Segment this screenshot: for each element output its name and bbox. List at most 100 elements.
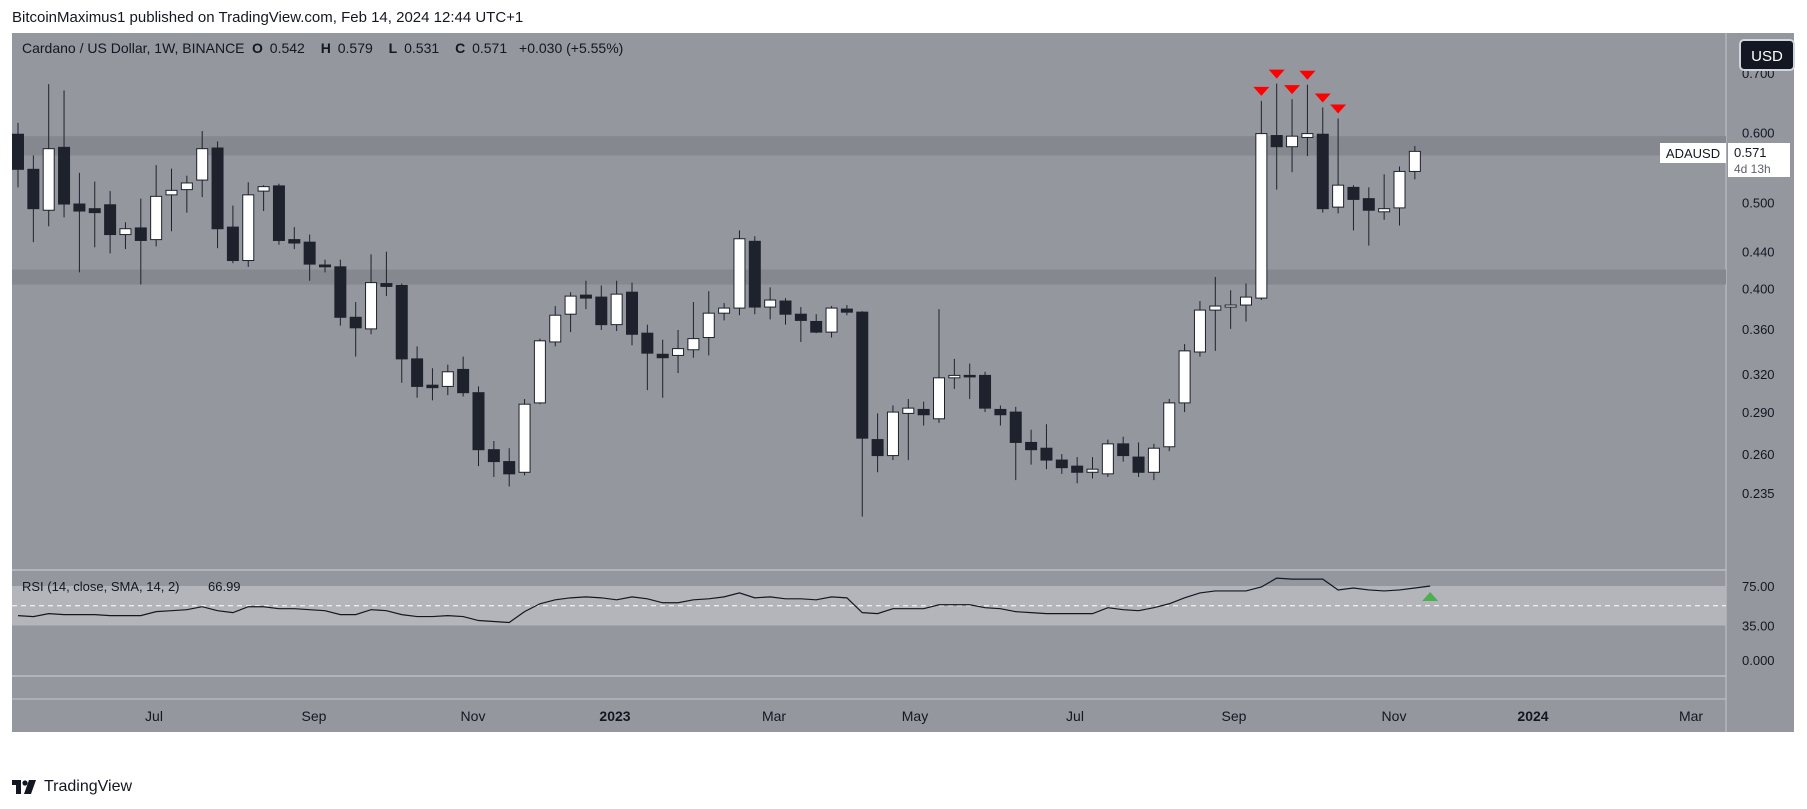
bearish-candle-body bbox=[411, 358, 424, 387]
candle bbox=[963, 363, 976, 400]
candle bbox=[626, 282, 638, 346]
bearish-candle-body bbox=[626, 291, 638, 335]
bullish-candle-body bbox=[718, 307, 731, 314]
bearish-candle-body bbox=[272, 185, 285, 241]
bearish-candle-body bbox=[779, 300, 792, 315]
price-tick-label: 0.400 bbox=[1742, 281, 1775, 296]
bearish-candle-body bbox=[1316, 133, 1329, 210]
bearish-candle-body bbox=[487, 449, 500, 463]
bullish-candle-body bbox=[180, 182, 193, 191]
bullish-candle-body bbox=[733, 238, 746, 309]
chart-panel[interactable]: 0.700 0.600 0.500 0.440 0.400 0.360 0.320 0.290… bbox=[12, 33, 1794, 732]
candle bbox=[948, 358, 961, 389]
bearish-top-marker bbox=[1299, 70, 1316, 80]
bullish-candle-body bbox=[1393, 170, 1406, 209]
candle bbox=[595, 285, 608, 330]
bullish-candle-body bbox=[610, 293, 623, 326]
candle bbox=[672, 329, 685, 374]
candle bbox=[656, 339, 669, 398]
candle bbox=[1117, 436, 1130, 462]
bullish-candle-body bbox=[1240, 296, 1252, 306]
candle bbox=[810, 314, 823, 334]
candle bbox=[242, 182, 255, 267]
candle bbox=[1301, 84, 1314, 157]
bullish-candle-body bbox=[764, 299, 777, 308]
signal-markers bbox=[1253, 69, 1347, 114]
price-tick-label: 0.235 bbox=[1742, 486, 1775, 501]
currency-button[interactable]: USD bbox=[1739, 39, 1795, 71]
candle bbox=[1270, 83, 1283, 190]
symbol-tag-text: ADAUSD bbox=[1666, 146, 1720, 161]
candle bbox=[886, 405, 899, 461]
bearish-candle-body bbox=[226, 226, 239, 262]
last-price-tag[interactable]: ADAUSD 0.571 4d 13h bbox=[1660, 143, 1790, 177]
candle bbox=[1332, 118, 1345, 214]
bullish-candle-body bbox=[902, 407, 915, 414]
candle bbox=[119, 222, 132, 250]
candle bbox=[564, 292, 577, 333]
open-label: O bbox=[252, 40, 263, 56]
candle bbox=[748, 236, 761, 315]
bullish-candle-body bbox=[1332, 184, 1345, 208]
candle bbox=[1393, 166, 1406, 226]
bullish-candle-body bbox=[257, 186, 270, 192]
candle bbox=[1255, 100, 1268, 301]
rsi-axis[interactable]: 75.00 35.00 0.000 bbox=[1742, 579, 1775, 668]
low-label: L bbox=[389, 40, 398, 56]
price-axis[interactable]: 0.7000.6000.5000.4400.4000.3600.3200.290… bbox=[1742, 66, 1775, 501]
candle bbox=[196, 131, 209, 198]
bearish-candle-body bbox=[1040, 447, 1053, 461]
chart-canvas[interactable]: 0.7000.6000.5000.4400.4000.3600.3200.290… bbox=[12, 33, 1794, 732]
bullish-candle-body bbox=[687, 338, 700, 351]
bearish-candle-body bbox=[503, 461, 516, 475]
bearish-candle-body bbox=[994, 408, 1007, 416]
candle bbox=[687, 302, 700, 358]
footer-brand-label: TradingView bbox=[44, 778, 133, 795]
price-tick-label: 0.600 bbox=[1742, 125, 1775, 140]
candle bbox=[1240, 283, 1252, 322]
bullish-candle-body bbox=[1286, 135, 1299, 148]
rsi-legend-value: 66.99 bbox=[208, 579, 241, 594]
candle bbox=[702, 291, 715, 356]
bullish-candle-body bbox=[533, 340, 546, 404]
price-tag-countdown: 4d 13h bbox=[1734, 162, 1771, 176]
bearish-candle-body bbox=[963, 374, 976, 378]
bearish-top-marker bbox=[1314, 93, 1331, 103]
bearish-candle-body bbox=[656, 353, 669, 359]
time-tick-label: Jul bbox=[1066, 708, 1084, 724]
price-tick-label: 0.290 bbox=[1742, 405, 1775, 420]
bearish-candle-body bbox=[1117, 443, 1130, 457]
bullish-candle-body bbox=[1301, 133, 1314, 138]
bullish-candle-body bbox=[702, 312, 715, 339]
bullish-candle-body bbox=[441, 371, 454, 387]
candle bbox=[334, 259, 347, 326]
bullish-candle-body bbox=[564, 295, 577, 315]
bearish-candle-body bbox=[349, 316, 362, 329]
bearish-top-marker bbox=[1253, 86, 1270, 96]
time-axis[interactable]: Jul Sep Nov 2023 Mar May Jul Sep Nov 2024 Mar bbox=[145, 708, 1703, 724]
time-tick-label: 2024 bbox=[1517, 708, 1548, 724]
candle bbox=[1224, 290, 1237, 329]
candle bbox=[856, 311, 869, 517]
bearish-candle-body bbox=[1025, 441, 1038, 451]
bullish-candle-body bbox=[1193, 309, 1206, 353]
bearish-top-marker bbox=[1284, 85, 1301, 95]
x-axis-background bbox=[12, 676, 1726, 732]
bearish-candle-body bbox=[1055, 459, 1068, 469]
price-zone-1 bbox=[12, 136, 1726, 156]
candle bbox=[871, 413, 884, 473]
bullish-candle-body bbox=[42, 148, 55, 211]
footer-brand[interactable]: TradingView bbox=[12, 778, 132, 796]
bearish-candle-body bbox=[88, 208, 101, 214]
candle bbox=[1362, 187, 1375, 246]
candle bbox=[1193, 301, 1206, 357]
bullish-candle-body bbox=[825, 307, 838, 333]
candlestick-series bbox=[12, 83, 1421, 517]
candle bbox=[472, 386, 485, 467]
bearish-candle-body bbox=[457, 368, 470, 394]
bullish-candle-body bbox=[518, 403, 531, 473]
bearish-candle-body bbox=[134, 227, 147, 241]
candle bbox=[1286, 99, 1299, 173]
open-value: 0.542 bbox=[270, 40, 305, 56]
candle bbox=[1055, 454, 1068, 474]
